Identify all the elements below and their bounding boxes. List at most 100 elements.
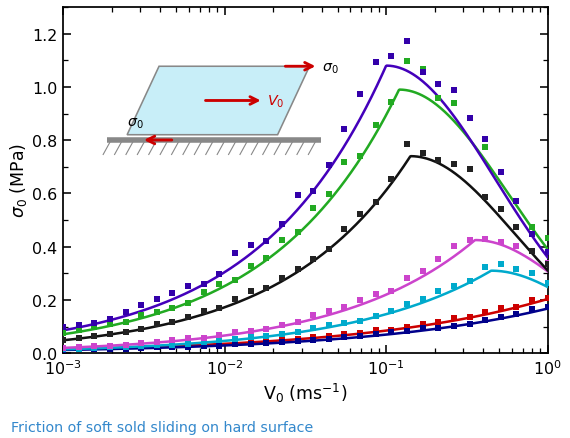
- Point: [465, 116, 474, 123]
- Point: [356, 332, 365, 339]
- Point: [465, 314, 474, 321]
- Point: [184, 340, 193, 347]
- Text: Friction of soft sold sliding on hard surface: Friction of soft sold sliding on hard su…: [11, 420, 314, 434]
- Point: [215, 337, 224, 344]
- Point: [543, 261, 552, 268]
- Point: [387, 99, 396, 106]
- Point: [278, 322, 287, 329]
- Point: [215, 304, 224, 311]
- Point: [512, 198, 521, 205]
- Point: [59, 337, 68, 344]
- Point: [308, 188, 317, 195]
- Point: [434, 157, 443, 164]
- Point: [230, 277, 239, 284]
- Point: [262, 285, 271, 292]
- Point: [402, 141, 412, 148]
- Point: [184, 335, 193, 342]
- Point: [74, 321, 83, 328]
- Point: [449, 322, 458, 329]
- Point: [215, 332, 224, 339]
- Point: [543, 249, 552, 256]
- Point: [449, 100, 458, 107]
- Point: [324, 162, 333, 170]
- Point: [356, 297, 365, 304]
- Point: [230, 339, 239, 346]
- Point: [278, 331, 287, 338]
- Point: [89, 319, 99, 326]
- Point: [481, 236, 490, 243]
- Point: [105, 321, 115, 328]
- Point: [262, 325, 271, 332]
- Point: [449, 87, 458, 94]
- Point: [418, 268, 427, 276]
- Point: [449, 161, 458, 168]
- Point: [371, 60, 380, 67]
- Point: [59, 344, 68, 351]
- Point: [230, 329, 239, 336]
- Point: [387, 308, 396, 315]
- Point: [59, 330, 68, 337]
- Point: [89, 345, 99, 352]
- Point: [246, 288, 255, 295]
- Point: [324, 308, 333, 315]
- Point: [121, 309, 130, 316]
- Point: [121, 328, 130, 336]
- Point: [199, 334, 208, 341]
- Point: [168, 290, 177, 297]
- Point: [262, 254, 271, 261]
- Point: [89, 346, 99, 353]
- Text: $\sigma_0$: $\sigma_0$: [322, 61, 339, 75]
- Point: [152, 343, 161, 350]
- Point: [293, 229, 302, 236]
- Point: [340, 159, 349, 166]
- Point: [308, 324, 317, 331]
- Point: [293, 319, 302, 326]
- Point: [230, 295, 239, 302]
- Point: [340, 126, 349, 133]
- Point: [512, 243, 521, 250]
- Point: [262, 333, 271, 340]
- Point: [184, 343, 193, 350]
- Point: [137, 345, 146, 352]
- Point: [528, 248, 537, 255]
- Point: [308, 205, 317, 212]
- Point: [512, 224, 521, 231]
- Point: [246, 341, 255, 348]
- Point: [74, 335, 83, 342]
- Point: [199, 338, 208, 345]
- Point: [199, 343, 208, 350]
- Point: [152, 344, 161, 351]
- Point: [449, 283, 458, 290]
- Point: [340, 320, 349, 327]
- Point: [168, 337, 177, 344]
- Point: [449, 243, 458, 250]
- Point: [262, 338, 271, 345]
- Point: [89, 333, 99, 340]
- Point: [168, 342, 177, 349]
- Point: [293, 338, 302, 345]
- Point: [387, 53, 396, 60]
- Point: [74, 344, 83, 351]
- Point: [152, 321, 161, 328]
- Point: [137, 311, 146, 318]
- Point: [324, 332, 333, 339]
- Point: [418, 69, 427, 76]
- Point: [512, 266, 521, 273]
- Point: [434, 287, 443, 294]
- Point: [356, 211, 365, 218]
- Point: [199, 280, 208, 287]
- Point: [528, 297, 537, 304]
- Point: [230, 341, 239, 348]
- Point: [121, 341, 130, 348]
- Point: [278, 221, 287, 228]
- Point: [59, 346, 68, 353]
- Point: [496, 305, 506, 312]
- Point: [496, 314, 506, 321]
- Point: [481, 264, 490, 271]
- Point: [465, 115, 474, 122]
- Point: [89, 324, 99, 331]
- Point: [402, 58, 412, 65]
- Point: [324, 336, 333, 343]
- Point: [340, 226, 349, 233]
- Point: [278, 339, 287, 346]
